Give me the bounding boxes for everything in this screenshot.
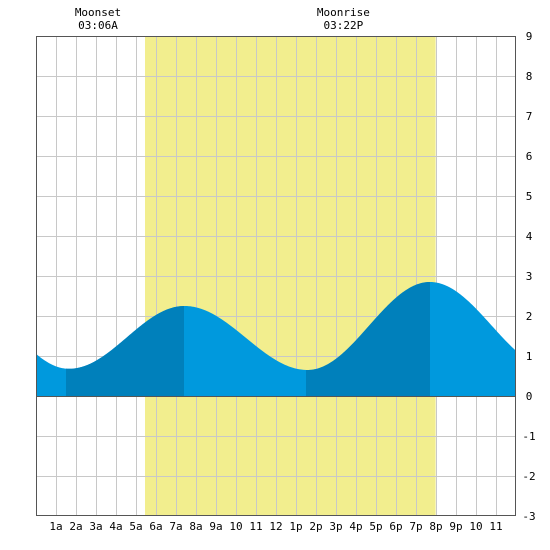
x-tick-label: 4p [349,520,362,533]
x-tick-label: 3p [329,520,342,533]
y-tick-label: -3 [522,510,535,523]
x-tick-label: 5p [369,520,382,533]
x-tick-label: 2p [309,520,322,533]
y-tick-labels: -3 -2 -1 0 1 2 3 4 5 6 7 8 9 [522,30,535,523]
y-tick-label: 6 [526,150,533,163]
x-tick-label: 4a [109,520,122,533]
y-tick-label: 4 [526,230,533,243]
x-tick-label: 3a [89,520,102,533]
x-tick-label: 9p [449,520,462,533]
y-tick-label: -2 [522,470,535,483]
y-tick-label: 5 [526,190,533,203]
y-tick-label: 9 [526,30,533,43]
y-tick-label: 3 [526,270,533,283]
y-tick-label: 2 [526,310,533,323]
x-tick-label: 7a [169,520,182,533]
x-tick-label: 11 [249,520,262,533]
x-tick-label: 11 [489,520,502,533]
moon-event-label: Moonrise [317,6,370,19]
moon-event-time: 03:22P [324,19,364,32]
tide-layer [36,282,516,396]
x-tick-label: 1a [49,520,62,533]
x-tick-label: 12 [269,520,282,533]
y-tick-label: 0 [526,390,533,403]
x-tick-label: 2a [69,520,82,533]
tide-area-rising [66,306,184,396]
x-tick-label: 8p [429,520,442,533]
y-tick-label: 1 [526,350,533,363]
x-tick-label: 10 [229,520,242,533]
x-tick-label: 5a [129,520,142,533]
plot-frame [36,36,516,516]
x-tick-label: 9a [209,520,222,533]
moon-event-time: 03:06A [78,19,118,32]
tide-area-rising [306,282,430,396]
x-tick-label: 1p [289,520,302,533]
x-tick-labels: 1a 2a 3a 4a 5a 6a 7a 8a 9a 10 11 12 1p 2p 3p 4p 5p 6p 7p 8p… [49,520,502,533]
x-tick-label: 6a [149,520,162,533]
y-tick-label: 8 [526,70,533,83]
x-tick-label: 6p [389,520,402,533]
x-tick-label: 10 [469,520,482,533]
y-tick-label: -1 [522,430,535,443]
grid-layer [36,36,516,516]
moon-event-label: Moonset [75,6,121,19]
x-tick-label: 8a [189,520,202,533]
x-tick-label: 7p [409,520,422,533]
y-tick-label: 7 [526,110,533,123]
